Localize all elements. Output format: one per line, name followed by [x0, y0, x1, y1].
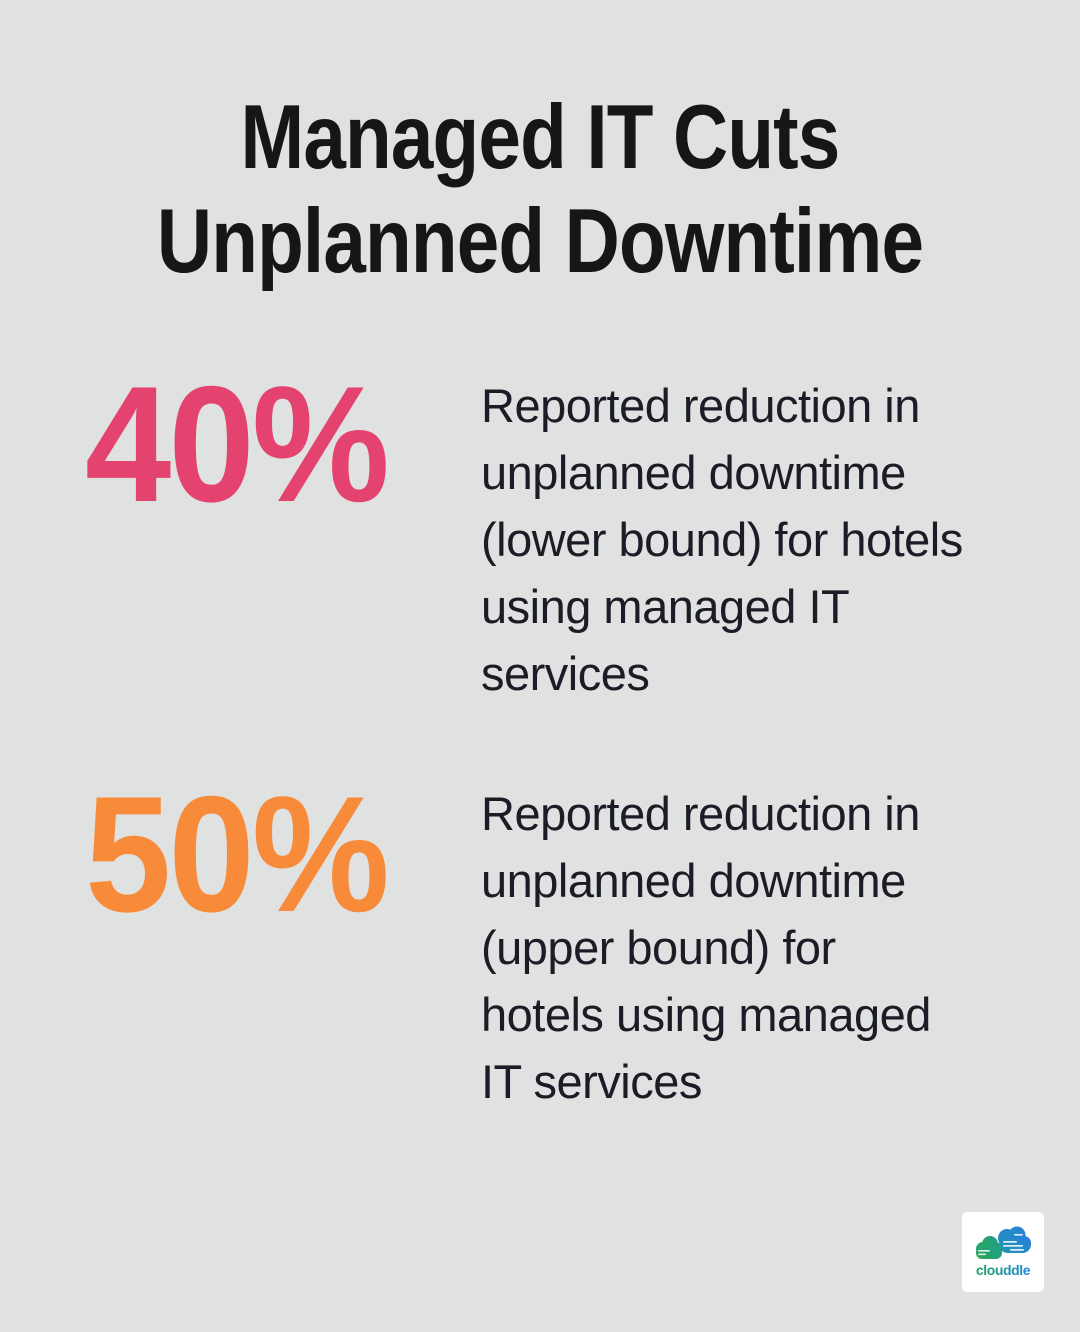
clouddle-wordmark: clouddle	[976, 1262, 1031, 1278]
stat-50-description: Reported reduction in unplanned downtime…	[481, 787, 931, 1108]
stat-40-description: Reported reduction in unplanned downtime…	[481, 379, 963, 700]
cloud-icon: clouddle	[976, 1226, 1031, 1278]
stat-40-percent-value: 40%	[85, 352, 390, 536]
clouddle-logo: clouddle	[962, 1212, 1044, 1292]
infographic-title: Managed IT Cuts Unplanned Downtime	[156, 87, 924, 292]
stat-50-percent-value: 50%	[85, 762, 390, 946]
